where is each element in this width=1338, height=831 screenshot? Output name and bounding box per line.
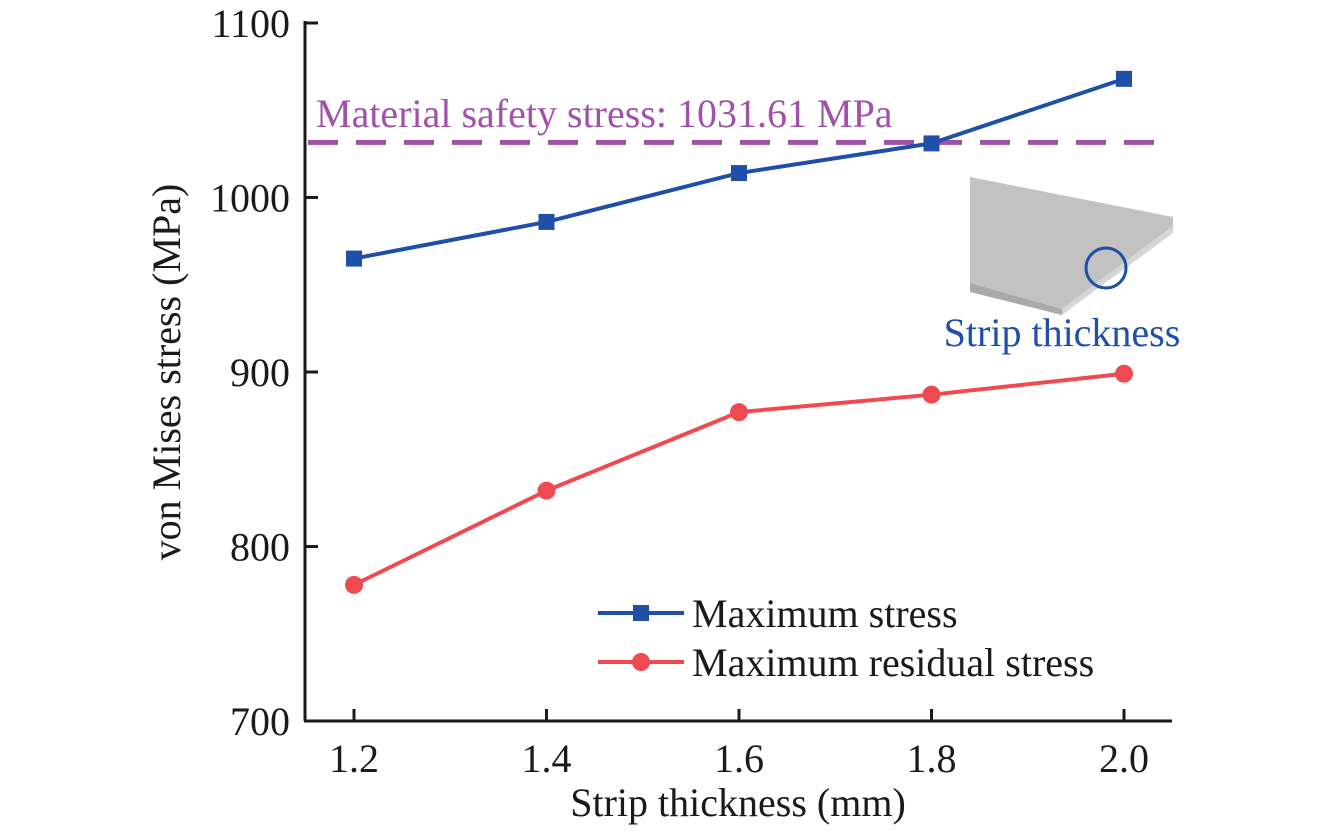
data-point-maximum-stress [346,250,362,267]
safety-stress-label: Material safety stress: 1031.61 MPa [316,91,893,136]
inset-label: Strip thickness [944,310,1181,355]
data-point-maximum-residual-stress [730,403,748,422]
data-point-maximum-stress [731,165,747,182]
y-tick-label: 700 [230,699,290,744]
strip-thickness-inset: Strip thickness [944,177,1181,355]
legend-marker-circle [632,653,650,671]
series-layer [345,70,1133,594]
x-tick-label: 1.4 [522,736,572,781]
x-axis-title: Strip thickness (mm) [570,780,906,825]
x-tick-label: 2.0 [1099,736,1149,781]
strip-plate-edge-front [1062,226,1173,315]
legend-item-maximum-stress: Maximum stress [598,591,958,636]
x-tick-label: 1.8 [907,736,957,781]
data-point-maximum-residual-stress [922,385,941,404]
x-tick-label: 1.2 [329,736,379,781]
thickness-highlight-circle [1084,246,1128,290]
legend-label-maximum-stress: Maximum stress [692,591,958,636]
y-tick-label: 800 [230,525,290,570]
x-ticks: 1.2 1.4 1.6 1.8 2.0 [329,709,1149,781]
data-point-maximum-stress [538,213,555,230]
data-point-maximum-stress [923,135,940,152]
strip-plate-top [970,177,1173,309]
legend: Maximum stress Maximum residual stress [598,591,1094,685]
y-tick-label: 1100 [211,1,290,46]
x-tick-label: 1.6 [714,736,764,781]
data-point-maximum-residual-stress [537,481,556,500]
y-ticks: 700 800 900 1000 1100 [210,1,318,744]
y-tick-label: 900 [230,350,290,395]
series-maximum-stress [346,70,1132,267]
data-point-maximum-stress [1116,70,1132,87]
legend-marker-square [633,605,649,621]
data-point-maximum-residual-stress [1115,364,1133,383]
legend-label-maximum-residual-stress: Maximum residual stress [692,640,1094,685]
legend-item-maximum-residual-stress: Maximum residual stress [598,640,1094,685]
y-axis-title: von Mises stress (MPa) [144,184,189,561]
series-maximum-residual-stress [345,364,1133,594]
y-tick-label: 1000 [210,176,290,221]
data-point-maximum-residual-stress [345,575,363,594]
strip-plate-edge-side [970,283,1062,315]
